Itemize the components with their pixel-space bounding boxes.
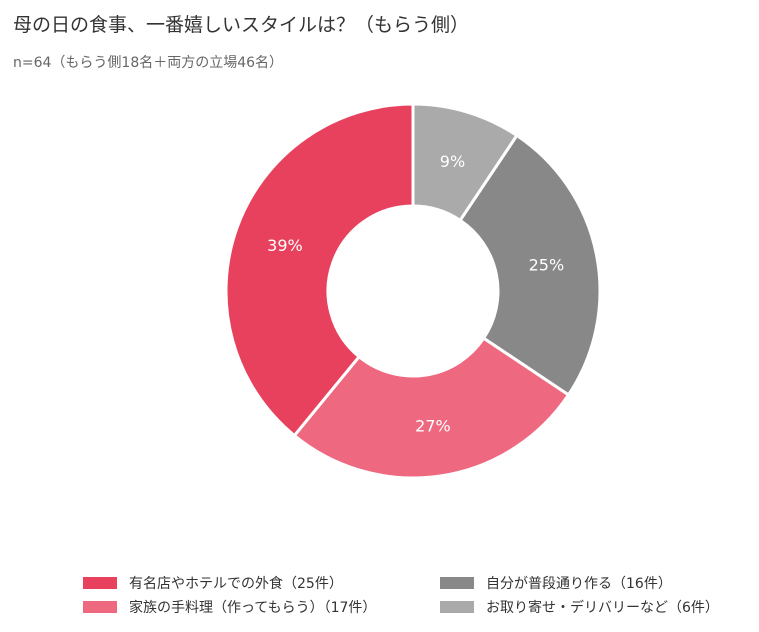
legend-item-delivery[interactable]: お取り寄せ・デリバリーなど（6件） bbox=[440, 597, 719, 617]
legend-swatch bbox=[83, 577, 117, 589]
legend-swatch bbox=[440, 577, 474, 589]
donut-slice[interactable] bbox=[458, 133, 602, 397]
legend-item-family-cooking[interactable]: 家族の手料理（作ってもらう）（17件） bbox=[83, 597, 376, 617]
slice-label: 39% bbox=[267, 236, 303, 255]
legend-label: 家族の手料理（作ってもらう）（17件） bbox=[129, 600, 377, 616]
legend-label: お取り寄せ・デリバリーなど（6件） bbox=[486, 600, 719, 616]
legend-label: 有名店やホテルでの外食（25件） bbox=[129, 576, 343, 592]
slice-label: 9% bbox=[440, 152, 465, 171]
chart-subtitle: n=64（もらう側18名＋両方の立場46名） bbox=[13, 55, 284, 71]
donut-slice[interactable] bbox=[292, 336, 571, 480]
legend-swatch bbox=[83, 601, 117, 613]
slice-label: 25% bbox=[529, 255, 565, 274]
legend-item-cook-myself[interactable]: 自分が普段通り作る（16件） bbox=[440, 573, 672, 593]
legend-swatch bbox=[440, 601, 474, 613]
legend-label: 自分が普段通り作る（16件） bbox=[486, 576, 672, 592]
legend-item-dining-out[interactable]: 有名店やホテルでの外食（25件） bbox=[83, 573, 343, 593]
donut-slice[interactable] bbox=[224, 102, 415, 438]
chart-title: 母の日の食事、一番嬉しいスタイルは？（もらう側） bbox=[13, 14, 470, 36]
slice-label: 27% bbox=[415, 417, 451, 436]
